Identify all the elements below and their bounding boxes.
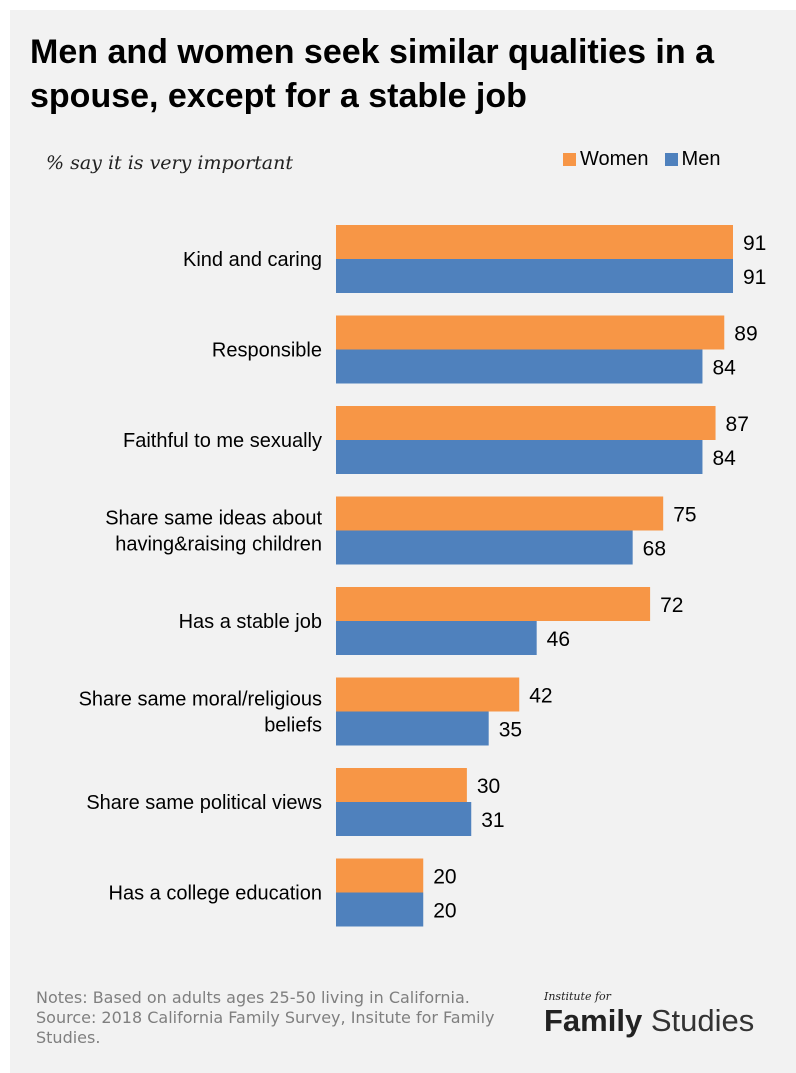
legend-swatch-men [664, 153, 678, 166]
logo-small-text: Institute for [544, 990, 611, 1003]
logo-light-text: Studies [650, 1003, 755, 1038]
legend: Women Men [563, 148, 736, 171]
notes-line: Notes: Based on adults ages 25-50 living… [36, 988, 470, 1007]
bar-women [336, 858, 424, 893]
bar-men [336, 621, 537, 655]
data-label-women: 42 [529, 685, 552, 708]
bar-men [336, 440, 703, 474]
data-label-women: 89 [734, 323, 757, 346]
bar-men [336, 802, 472, 836]
bar-women [336, 768, 467, 802]
notes: Notes: Based on adults ages 25-50 living… [36, 988, 526, 1048]
bar-women [336, 496, 664, 531]
category-label: Has a college education [109, 883, 322, 905]
bar-men [336, 259, 733, 293]
bar-men [336, 711, 489, 746]
data-label-women: 75 [673, 504, 696, 527]
data-label-men: 46 [547, 628, 570, 651]
data-label-women: 20 [433, 866, 456, 889]
logo-bold-text: Family [544, 1003, 643, 1038]
category-label: Responsible [212, 340, 322, 362]
category-label: Share same ideas about having&raising chi… [105, 508, 322, 556]
bar-men [336, 349, 703, 384]
bar-women [336, 677, 520, 712]
bar-women [336, 225, 733, 259]
data-label-men: 91 [743, 266, 766, 289]
bar-women [336, 315, 725, 350]
data-label-women: 91 [743, 232, 766, 255]
data-label-men: 84 [712, 357, 736, 380]
category-label: Kind and caring [183, 249, 322, 271]
category-label: Share same moral/religious beliefs [79, 689, 322, 737]
legend-swatch-women [563, 153, 576, 166]
data-label-men: 20 [433, 900, 456, 923]
category-label: Has a stable job [179, 611, 322, 633]
data-label-women: 30 [477, 775, 500, 798]
category-label: Share same political views [86, 792, 322, 814]
legend-item-women: Women [563, 148, 649, 171]
data-label-women: 72 [660, 594, 683, 617]
chart-subtitle: % say it is very important [46, 152, 294, 174]
bar-women [336, 587, 651, 621]
ifs-logo: Institute for Family Studies [544, 990, 784, 1039]
legend-label-women: Women [580, 148, 649, 170]
source-line: Source: 2018 California Family Survey, I… [36, 1008, 495, 1047]
data-label-men: 84 [712, 447, 736, 470]
bar-women [336, 406, 716, 440]
category-label: Faithful to me sexually [123, 430, 322, 452]
legend-label-men: Men [681, 148, 721, 170]
chart-title: Men and women seek similar qualities in … [30, 33, 715, 115]
bar-men [336, 892, 424, 927]
data-label-men: 31 [481, 809, 504, 832]
data-label-men: 35 [499, 719, 522, 742]
logo-main-text: Family Studies [544, 1003, 784, 1039]
data-label-women: 87 [726, 413, 749, 436]
legend-item-men: Men [664, 148, 721, 171]
data-label-men: 68 [643, 538, 666, 561]
bar-men [336, 530, 633, 565]
